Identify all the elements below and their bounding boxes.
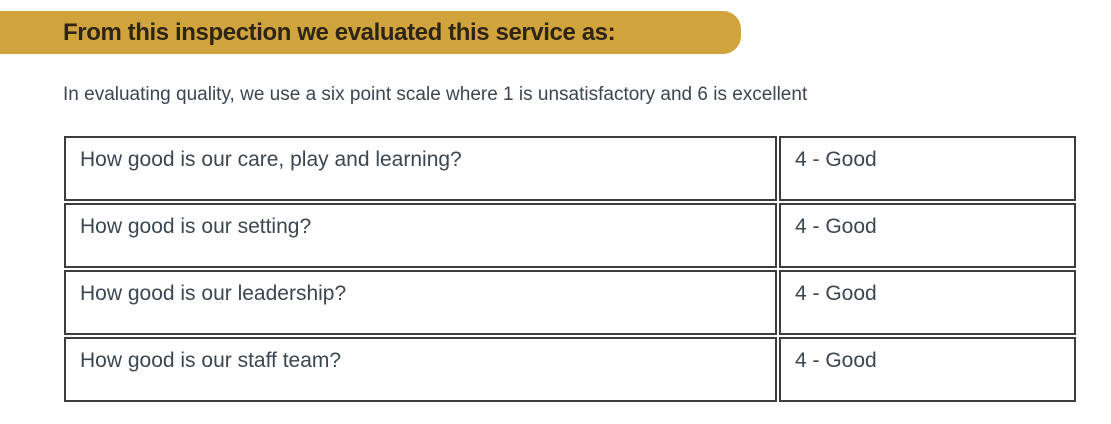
rating-cell: 4 - Good bbox=[779, 270, 1076, 335]
rating-cell: 4 - Good bbox=[779, 136, 1076, 201]
table-row: How good is our care, play and learning?… bbox=[64, 136, 1076, 201]
rating-cell: 4 - Good bbox=[779, 203, 1076, 268]
page-title: From this inspection we evaluated this s… bbox=[63, 18, 616, 46]
table-row: How good is our staff team? 4 - Good bbox=[64, 337, 1076, 402]
table-row: How good is our leadership? 4 - Good bbox=[64, 270, 1076, 335]
evaluation-table: How good is our care, play and learning?… bbox=[62, 134, 1078, 404]
header-banner: From this inspection we evaluated this s… bbox=[0, 11, 741, 54]
question-cell: How good is our setting? bbox=[64, 203, 777, 268]
intro-text: In evaluating quality, we use a six poin… bbox=[63, 84, 808, 105]
rating-cell: 4 - Good bbox=[779, 337, 1076, 402]
table-row: How good is our setting? 4 - Good bbox=[64, 203, 1076, 268]
question-cell: How good is our staff team? bbox=[64, 337, 777, 402]
question-cell: How good is our leadership? bbox=[64, 270, 777, 335]
question-cell: How good is our care, play and learning? bbox=[64, 136, 777, 201]
